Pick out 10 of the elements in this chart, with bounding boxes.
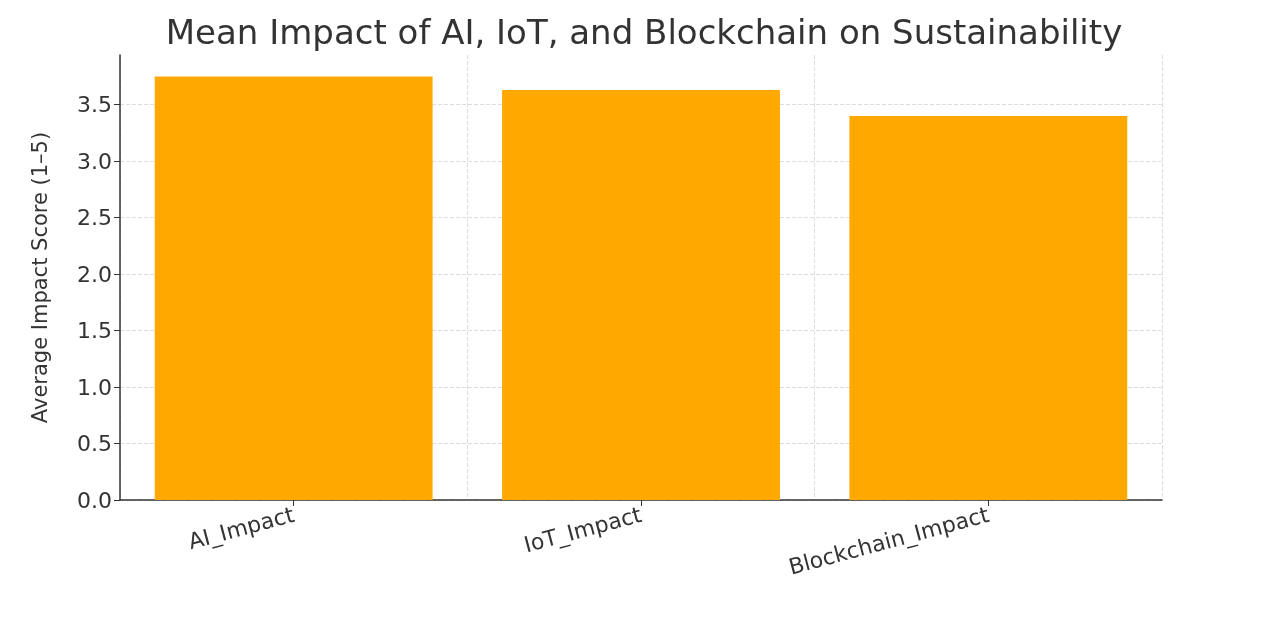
y-tick-label: 3.0 — [77, 148, 112, 174]
y-tick-label: 2.0 — [77, 261, 112, 287]
chart-title: Mean Impact of AI, IoT, and Blockchain on Sustainability — [165, 12, 1123, 52]
y-tick-label: 2.5 — [77, 205, 112, 231]
y-tick-label: 0.0 — [77, 487, 112, 513]
y-axis-title: Average Impact Score (1–5) — [27, 131, 52, 424]
y-tick-label: 0.5 — [77, 431, 112, 457]
y-tick-label: 1.0 — [77, 374, 112, 400]
y-tick-label: 1.5 — [77, 318, 112, 344]
y-tick-label: 3.5 — [77, 92, 112, 118]
